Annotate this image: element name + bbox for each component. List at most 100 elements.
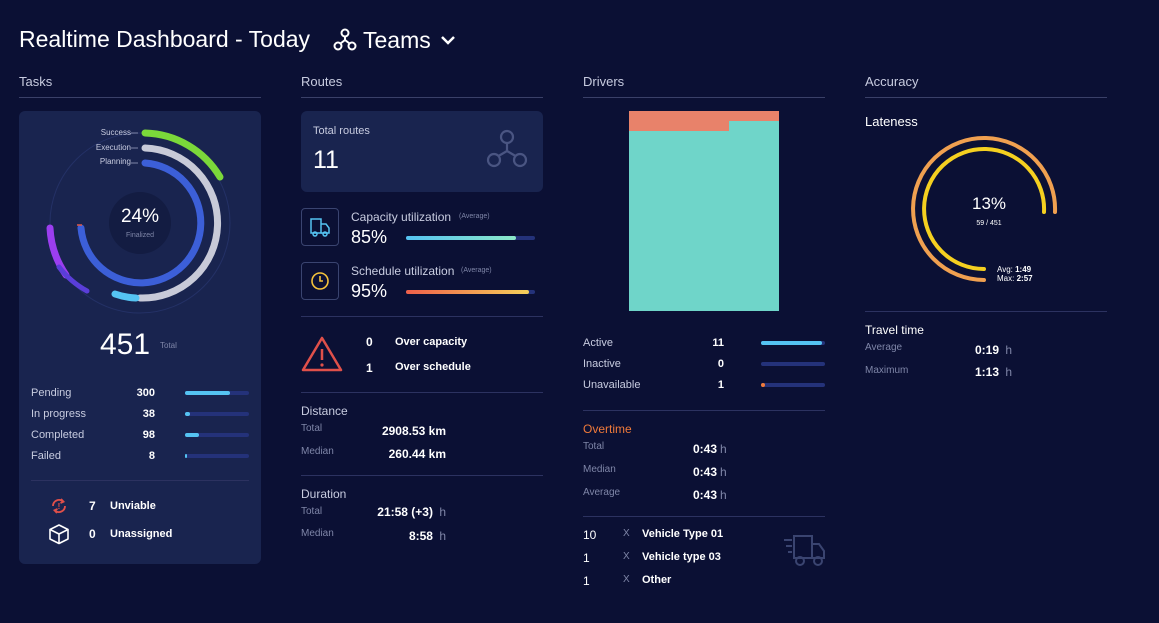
task-stat-bar xyxy=(185,433,249,437)
capacity-hint: (Average) xyxy=(459,213,490,220)
accuracy-section-title: Accuracy xyxy=(865,74,919,89)
accuracy-divider xyxy=(865,311,1107,312)
routes-divider-1 xyxy=(301,316,543,317)
svg-text:!: ! xyxy=(58,502,61,511)
vehicle-type-name: Vehicle type 03 xyxy=(642,551,721,563)
driver-status-label: Inactive xyxy=(583,358,621,370)
ring-planning xyxy=(77,159,205,287)
lateness-gauge xyxy=(911,136,1058,282)
driver-status-value: 0 xyxy=(717,358,724,370)
duration-median-value: 8:58 xyxy=(408,529,433,543)
task-stat-bar-fill xyxy=(185,433,200,437)
tasks-panel: Success Execution Planning 24% Finalized… xyxy=(19,111,261,564)
tasks-section-line xyxy=(19,97,261,98)
driver-status-label: Active xyxy=(583,337,613,349)
lateness-avg-label: Avg: xyxy=(997,265,1013,274)
accuracy-section-line xyxy=(865,97,1107,98)
driver-status-bar xyxy=(761,362,825,366)
overtime-row-label: Average xyxy=(583,487,621,498)
task-stat-bar xyxy=(185,454,249,458)
team-selector[interactable]: Teams xyxy=(333,26,457,54)
travel-average-unit: h xyxy=(1005,343,1013,357)
ring-label-execution: Execution xyxy=(95,143,131,152)
driver-status-bar xyxy=(761,383,825,387)
lateness-percent: 13% xyxy=(971,194,1007,213)
task-stat-bar xyxy=(185,412,249,416)
network-icon xyxy=(333,28,357,51)
finalized-caption: Finalized xyxy=(125,232,154,239)
total-routes-card[interactable]: Total routes 11 xyxy=(301,111,543,192)
overtime-row-value-wrap: 0:43 h xyxy=(693,465,727,479)
capacity-bar xyxy=(406,236,535,240)
routes-section-line xyxy=(301,97,543,98)
lateness-max-label: Max: xyxy=(997,274,1015,283)
task-stat-value: 8 xyxy=(148,450,155,462)
over-schedule-label: Over schedule xyxy=(395,361,471,373)
lateness-title: Lateness xyxy=(865,114,918,129)
overtime-row-label: Total xyxy=(583,441,605,452)
overtime-row-unit: h xyxy=(720,465,727,479)
driver-status-bar-fill xyxy=(761,383,765,387)
overtime-row-value: 0:43 xyxy=(693,442,718,456)
overtime-row-label: Median xyxy=(583,464,616,475)
task-stat-value: 38 xyxy=(142,408,155,420)
duration-total-value: 21:58 (+3) xyxy=(377,505,433,519)
refresh-alert-icon: ! xyxy=(52,498,66,514)
travel-maximum-unit: h xyxy=(1005,365,1013,379)
lateness-max-value: 2:57 xyxy=(1016,274,1033,283)
ring-label-success: Success xyxy=(100,128,131,137)
overtime-row-value: 0:43 xyxy=(693,465,718,479)
duration-total: 21:58 (+3) h xyxy=(377,505,446,519)
tasks-section-title: Tasks xyxy=(19,74,53,89)
lateness-avg-value: 1:49 xyxy=(1015,265,1032,274)
gauge-inner-arc xyxy=(922,147,1047,271)
overtime-row-value: 0:43 xyxy=(693,488,718,502)
task-stat-bar-fill xyxy=(185,412,191,416)
vehicle-times-sign: X xyxy=(623,551,630,562)
tasks-total-caption: Total xyxy=(160,341,177,350)
vehicle-count: 1 xyxy=(583,574,590,588)
team-selector-label: Teams xyxy=(363,26,431,53)
drivers-area-chart xyxy=(629,111,779,311)
unassigned-value: 0 xyxy=(89,527,96,541)
drivers-divider-2 xyxy=(583,516,825,517)
driver-status-label: Unavailable xyxy=(583,379,641,391)
total-routes-value: 11 xyxy=(313,146,339,174)
distance-total-label: Total xyxy=(301,423,323,434)
clock-icon xyxy=(311,272,329,290)
task-stat-bar xyxy=(185,391,249,395)
finalized-percent: 24% xyxy=(120,206,160,227)
travel-maximum-value: 1:13 xyxy=(975,365,1000,379)
duration-title: Duration xyxy=(301,487,347,501)
ring-execution-inprogress xyxy=(111,290,140,302)
travel-maximum-label: Maximum xyxy=(865,365,909,376)
ring-execution xyxy=(136,144,222,302)
unassigned-label: Unassigned xyxy=(110,528,173,540)
over-capacity-label: Over capacity xyxy=(395,336,468,348)
truck-icon xyxy=(310,218,330,237)
driver-status-bar-fill xyxy=(761,341,822,345)
overtime-row-value-wrap: 0:43 h xyxy=(693,442,727,456)
drivers-chart-main xyxy=(629,111,779,311)
travel-average-label: Average xyxy=(865,342,903,353)
tasks-divider xyxy=(31,480,249,481)
driver-status-bar xyxy=(761,341,825,345)
drivers-divider-1 xyxy=(583,410,825,411)
drivers-section-title: Drivers xyxy=(583,74,625,89)
ring-label-planning: Planning xyxy=(99,157,131,166)
capacity-icon-box xyxy=(301,208,339,246)
tasks-ring-chart xyxy=(46,129,231,314)
task-stat-label: Completed xyxy=(31,429,85,441)
overtime-row-unit: h xyxy=(720,488,727,502)
task-stat-value: 98 xyxy=(142,429,155,441)
ring-success xyxy=(141,129,224,181)
chevron-down-icon xyxy=(440,36,455,45)
lateness-avg: Avg: 1:49 xyxy=(997,265,1031,274)
over-capacity-value: 0 xyxy=(366,335,373,349)
vehicle-times-sign: X xyxy=(623,574,630,585)
delivery-truck-icon xyxy=(784,535,825,566)
lateness-ratio: 59 / 451 xyxy=(976,220,1002,227)
vehicle-type-name: Other xyxy=(642,574,672,586)
gauge-outer-arc xyxy=(911,136,1058,282)
capacity-label: Capacity utilization xyxy=(351,210,452,224)
